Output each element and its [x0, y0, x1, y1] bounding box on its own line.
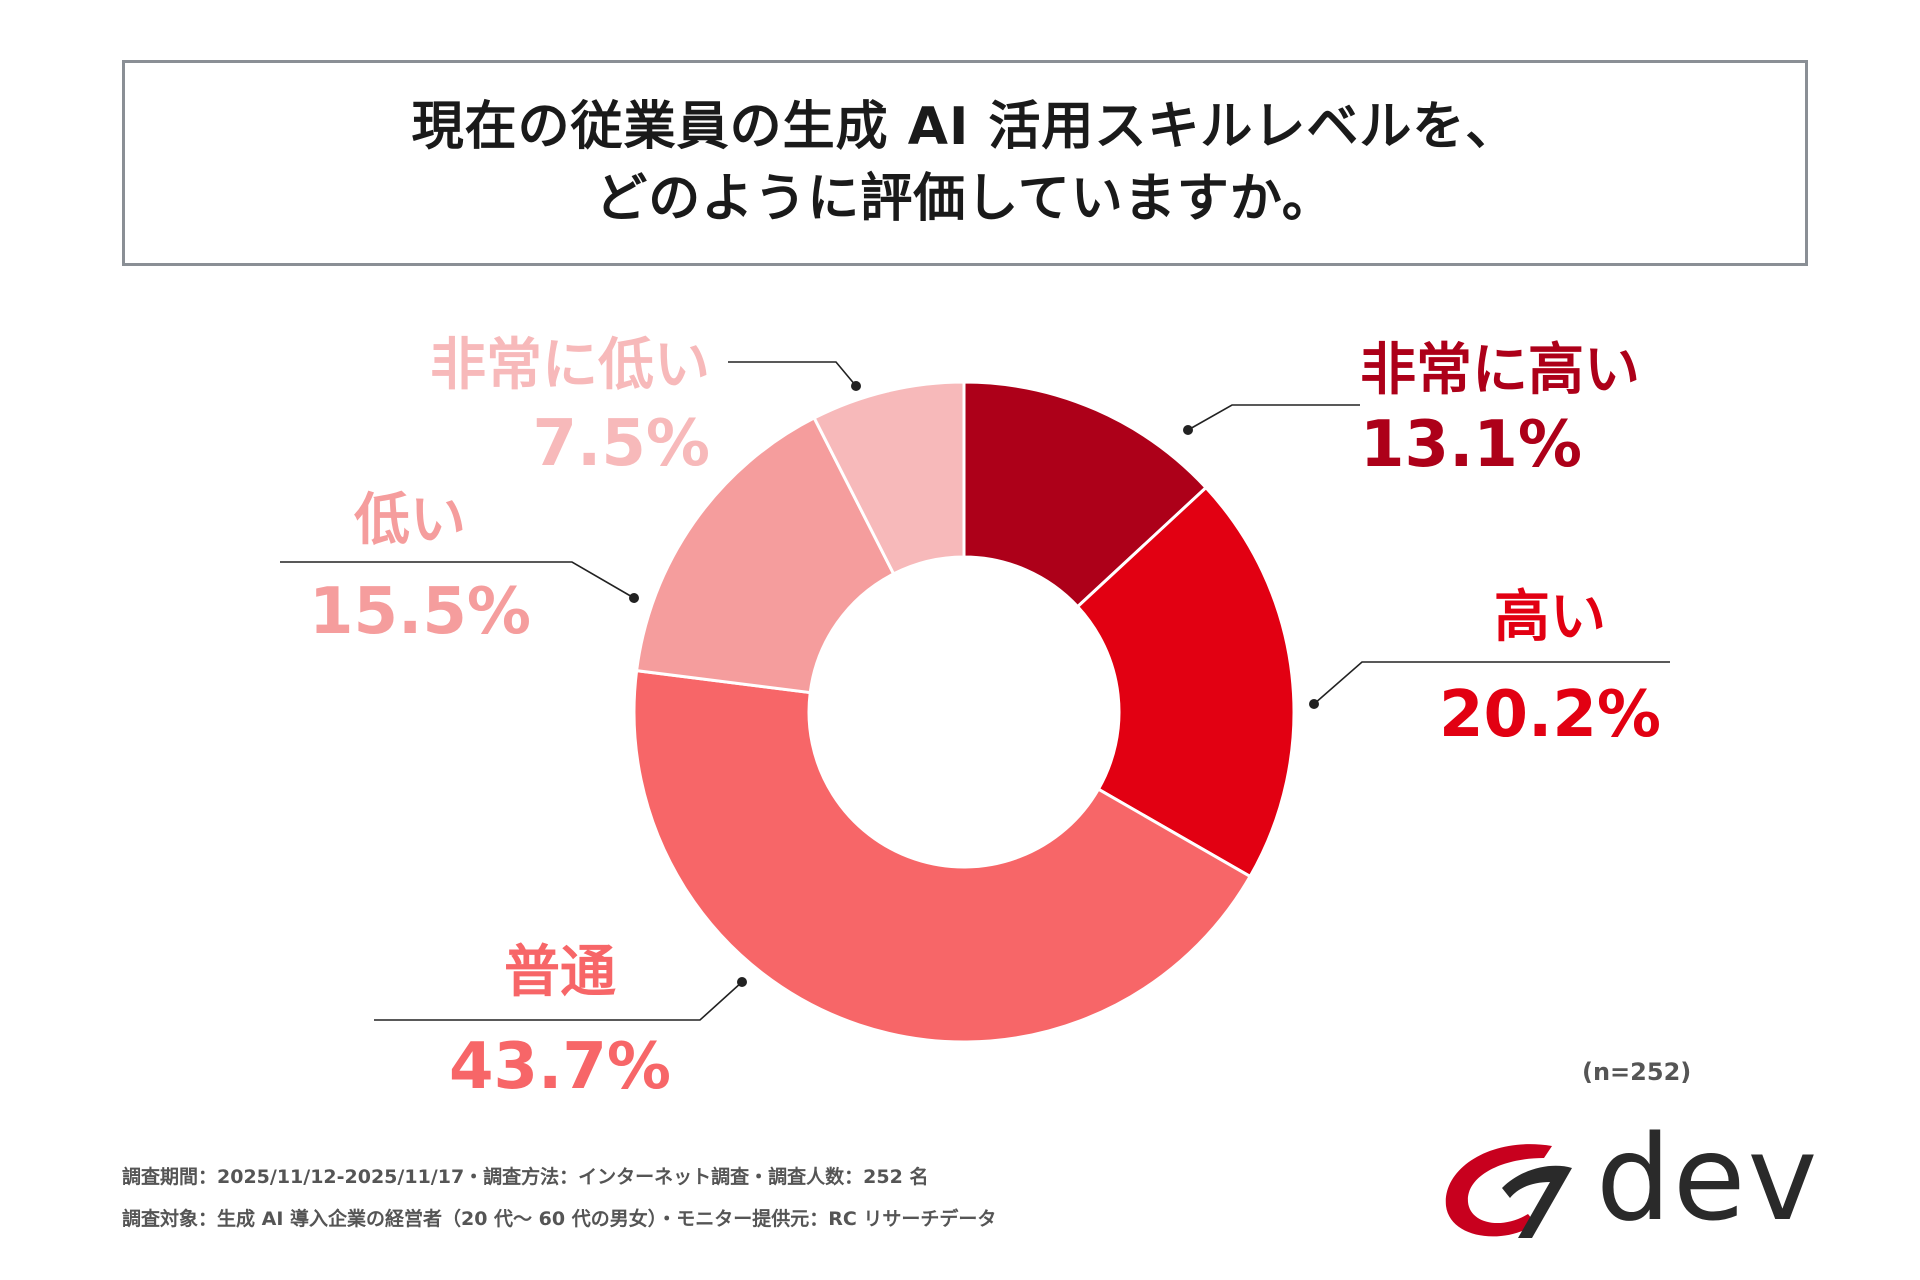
value-very-high: 13.1% [1360, 408, 1583, 482]
sample-size-note: (n=252) [1582, 1058, 1692, 1086]
slice-very-high [962, 380, 1209, 609]
title-line-1: 現在の従業員の生成 AI 活用スキルレベルを、 [411, 97, 1519, 157]
dev-logo-mark-icon [1445, 1144, 1572, 1238]
leader-normal-line [374, 981, 743, 1021]
leader-low-line [280, 561, 635, 599]
label-very-low: 非常に低い [430, 333, 710, 398]
title-box: 現在の従業員の生成 AI 活用スキルレベルを、 どのように評価していますか。 [122, 60, 1808, 266]
leader-low-dot [629, 593, 639, 603]
leader-high-line [1313, 661, 1670, 705]
slice-normal [632, 668, 1253, 1044]
leader-normal-dot [737, 977, 747, 987]
slice-high [1075, 485, 1296, 879]
title-line-2: どのように評価していますか。 [595, 169, 1335, 229]
value-low: 15.5% [308, 575, 532, 649]
slice-low [634, 415, 896, 695]
leader-very-low-dot [851, 381, 861, 391]
slice-very-low [812, 380, 966, 576]
leader-high-dot [1309, 699, 1319, 709]
value-normal: 43.7% [448, 1030, 672, 1104]
value-very-low: 7.5% [532, 407, 711, 481]
leader-very-low-line [728, 361, 857, 387]
label-normal: 普通 [504, 940, 616, 1005]
footer-survey-info: 調査期間：2025/11/12-2025/11/17・調査方法：インターネット調… [122, 1166, 929, 1188]
leader-very-high-line [1187, 404, 1360, 431]
label-high: 高い [1494, 585, 1606, 650]
leader-very-high-dot [1183, 425, 1193, 435]
label-low: 低い [354, 488, 466, 553]
logo-text: dev [1596, 1109, 1820, 1247]
label-very-high: 非常に高い [1360, 338, 1640, 403]
footer-survey-target: 調査対象：生成 AI 導入企業の経営者（20 代〜 60 代の男女）・モニター提… [122, 1208, 997, 1230]
value-high: 20.2% [1438, 678, 1662, 752]
